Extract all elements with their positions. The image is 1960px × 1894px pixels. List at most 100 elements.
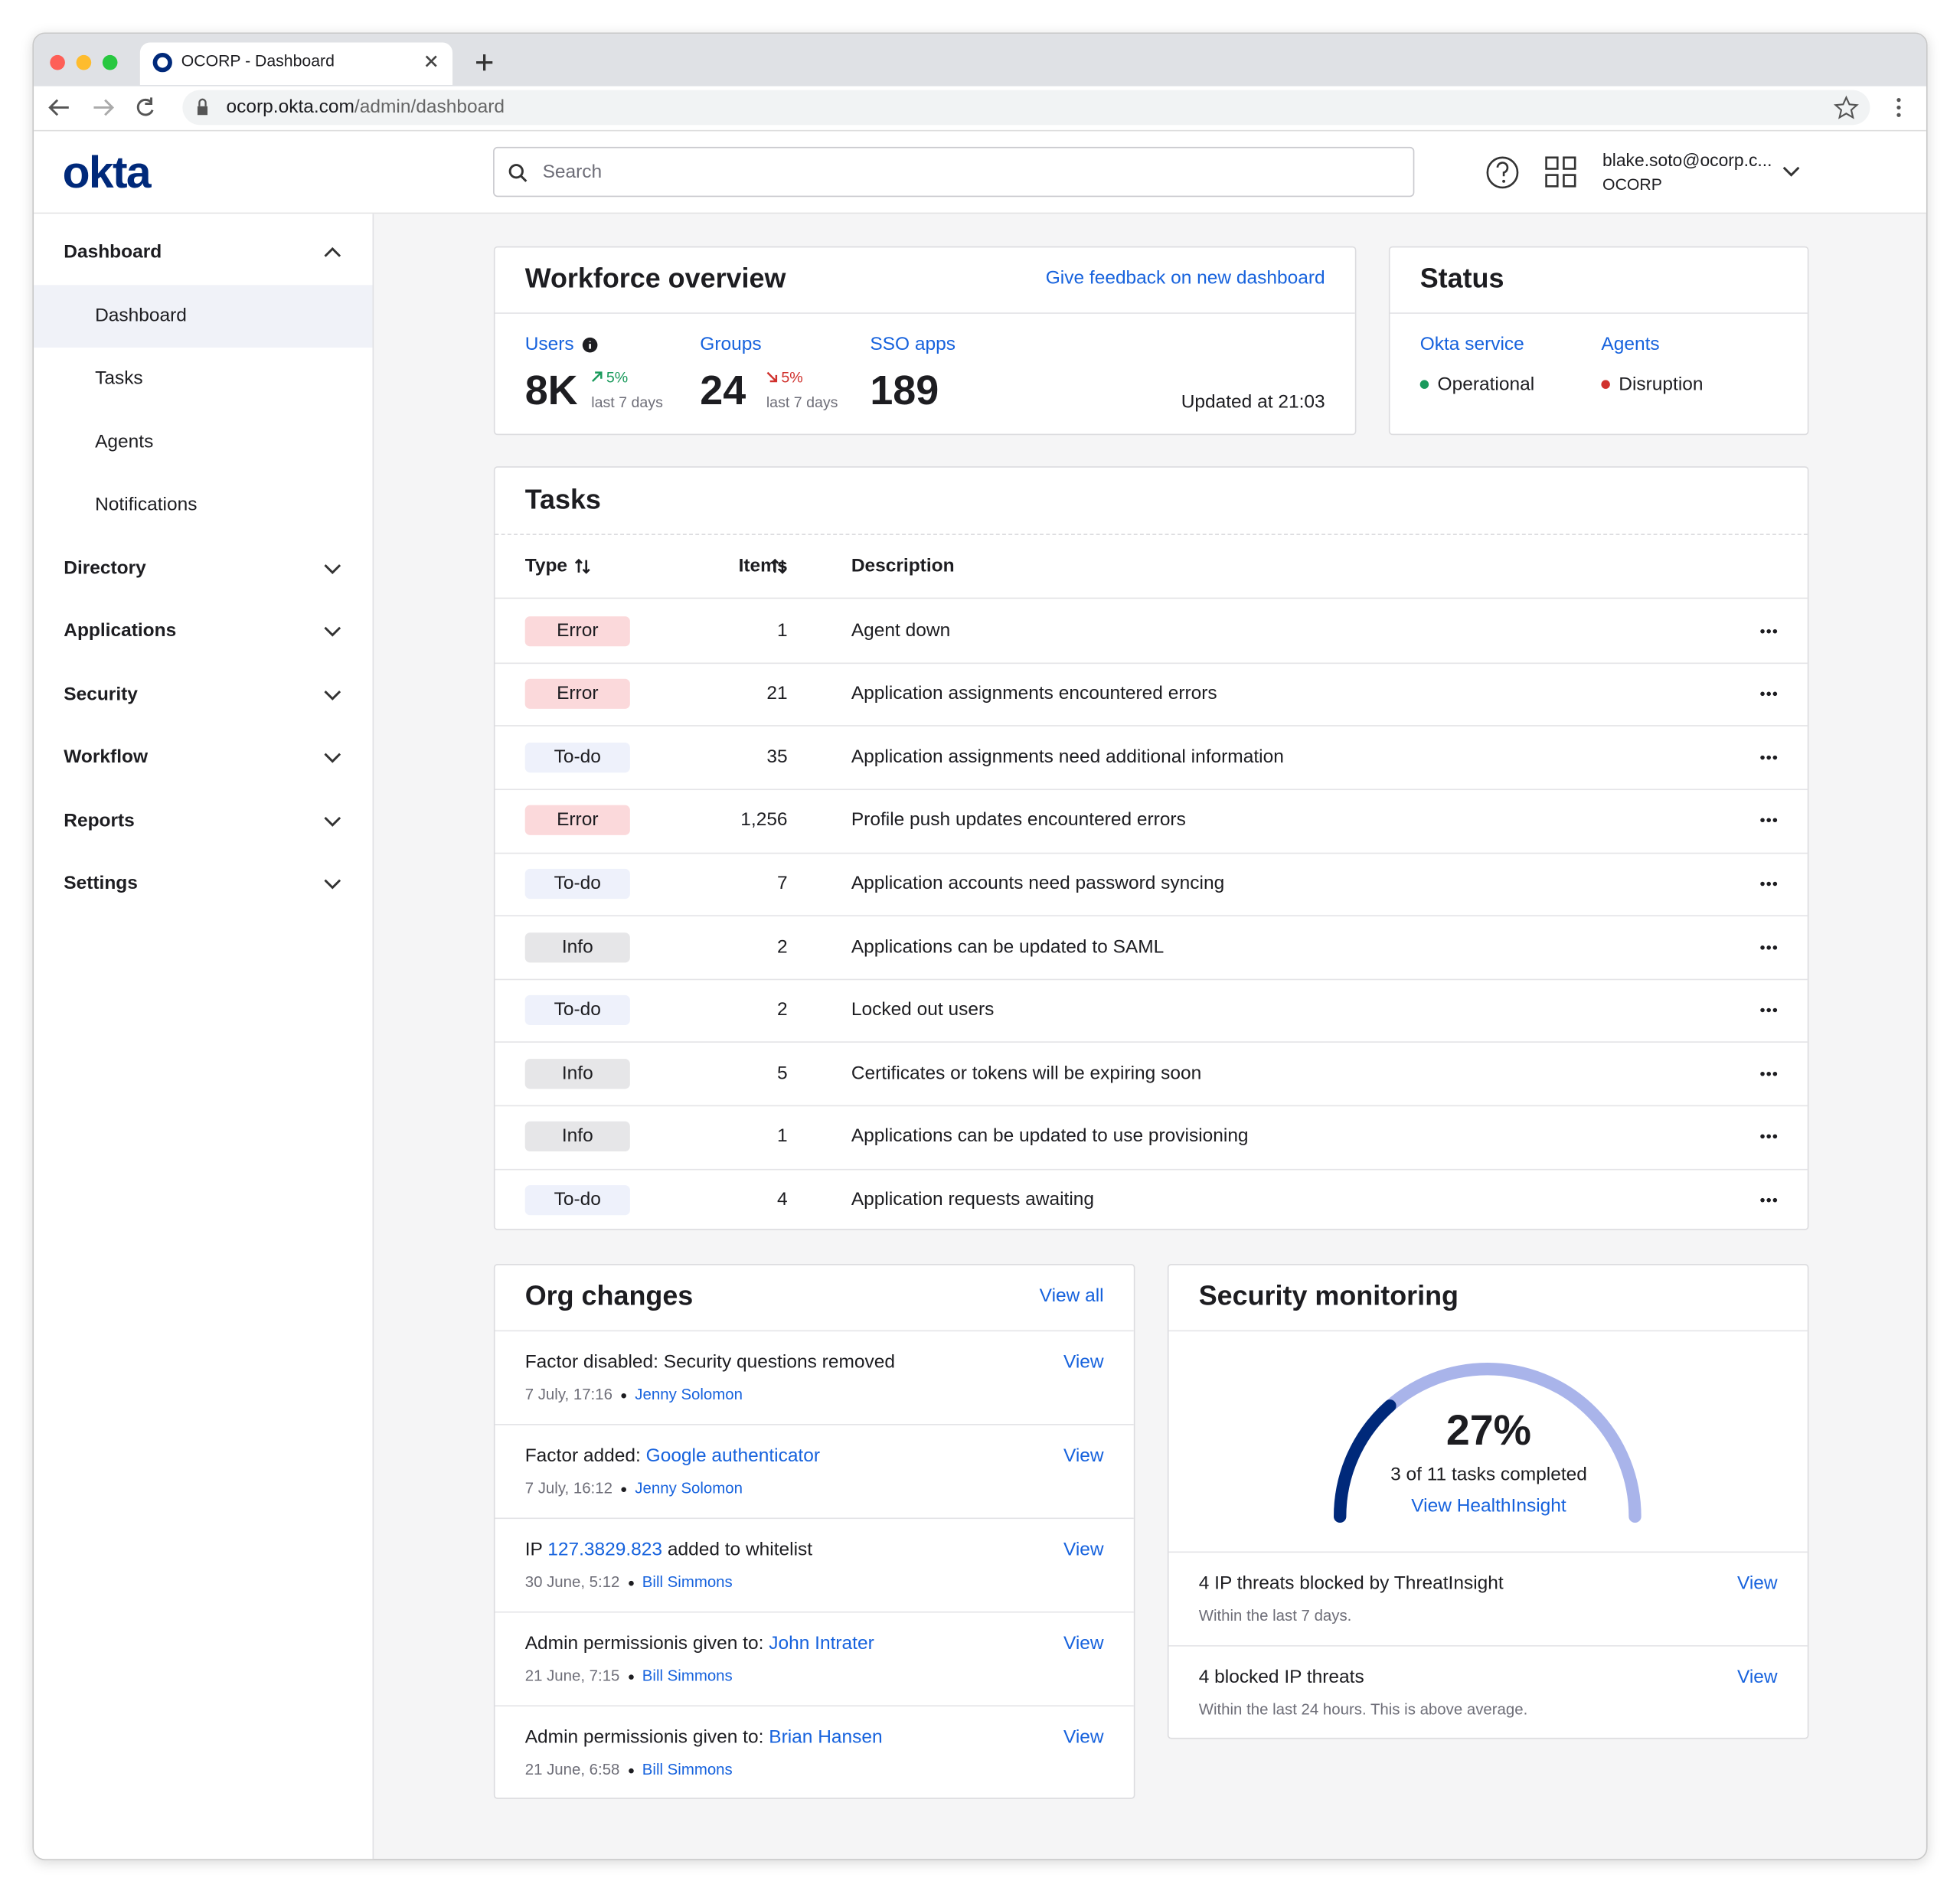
chevron xyxy=(324,690,341,700)
divider xyxy=(495,1611,1134,1613)
task-count: 21 xyxy=(766,682,788,704)
sidebar-section[interactable]: Workflow xyxy=(64,746,149,768)
metric-label[interactable]: Groups xyxy=(700,334,762,355)
view-all-link[interactable]: View all xyxy=(1039,1285,1104,1307)
row-menu[interactable] xyxy=(1760,755,1778,760)
change-meta: 21 June, 7:15 Bill Simmons xyxy=(525,1667,733,1686)
bookmark-star[interactable] xyxy=(1833,95,1859,119)
status-label[interactable]: Agents xyxy=(1601,334,1660,355)
help-icon[interactable] xyxy=(1486,156,1519,189)
card-title: Security monitoring xyxy=(1198,1279,1459,1311)
change-view-link[interactable]: View xyxy=(1063,1351,1104,1373)
row-menu[interactable] xyxy=(1760,629,1778,634)
user-email[interactable]: blake.soto@ocorp.c... xyxy=(1602,149,1772,171)
change-meta: 30 June, 5:12 Bill Simmons xyxy=(525,1573,733,1592)
apps-icon[interactable] xyxy=(1545,156,1576,188)
change-author[interactable]: Bill Simmons xyxy=(642,1667,733,1685)
url-field[interactable] xyxy=(182,90,1870,126)
divider xyxy=(1168,1645,1808,1647)
row-menu[interactable] xyxy=(1760,1197,1778,1203)
metric-label[interactable]: Users xyxy=(524,334,574,355)
user-menu-chevron[interactable] xyxy=(1782,166,1800,177)
search-box[interactable] xyxy=(493,146,1415,198)
sidebar-link[interactable]: Tasks xyxy=(95,367,143,389)
divider xyxy=(1168,1330,1808,1332)
change-view-link[interactable]: View xyxy=(1063,1539,1104,1560)
column-header[interactable]: Items xyxy=(738,555,788,576)
search-placeholder: Search xyxy=(542,161,603,183)
help-dot xyxy=(1502,179,1506,183)
change-author[interactable]: Jenny Solomon xyxy=(635,1386,743,1404)
change-author[interactable]: Bill Simmons xyxy=(642,1761,733,1778)
minimize-dot[interactable] xyxy=(76,54,92,70)
change-view-link[interactable]: View xyxy=(1063,1726,1104,1748)
gauge xyxy=(1334,1363,1642,1523)
status-label[interactable]: Okta service xyxy=(1419,334,1524,355)
sidebar-link[interactable]: Agents xyxy=(95,430,154,452)
divider xyxy=(495,1423,1134,1425)
row-menu[interactable] xyxy=(1760,881,1778,887)
threat-view-link[interactable]: View xyxy=(1736,1572,1778,1595)
metric-label[interactable]: SSO apps xyxy=(870,334,956,355)
chevron xyxy=(324,879,341,890)
zoom-dot[interactable] xyxy=(102,54,118,70)
row-menu[interactable] xyxy=(1760,1071,1778,1076)
type-badge: To-do xyxy=(524,995,630,1026)
row-menu[interactable] xyxy=(1760,1135,1778,1140)
change-link[interactable]: Google authenticator xyxy=(645,1445,821,1467)
sidebar-section[interactable]: Directory xyxy=(64,557,146,579)
type-badge: Info xyxy=(524,1122,630,1152)
logo[interactable]: okta xyxy=(62,146,152,198)
row-menu[interactable] xyxy=(1760,818,1778,823)
threat-title: 4 IP threats blocked by ThreatInsight xyxy=(1198,1572,1504,1595)
change-view-link[interactable]: View xyxy=(1063,1632,1104,1654)
row-menu[interactable] xyxy=(1760,1007,1778,1013)
metric-period: last 7 days xyxy=(591,393,663,411)
change-link[interactable]: John Intrater xyxy=(769,1632,874,1654)
change-view-link[interactable]: View xyxy=(1063,1445,1104,1467)
chevron-path xyxy=(324,563,341,574)
sidebar-section[interactable]: Applications xyxy=(64,619,177,642)
reload-button[interactable] xyxy=(136,97,154,116)
chevron xyxy=(324,816,341,827)
sidebar-section[interactable]: Dashboard xyxy=(64,241,162,263)
type-badge: Error xyxy=(524,805,630,836)
sidebar-section[interactable]: Reports xyxy=(64,809,135,831)
feedback-link[interactable]: Give feedback on new dashboard xyxy=(1045,267,1325,289)
threat-view-link[interactable]: View xyxy=(1736,1666,1778,1688)
separator-dot xyxy=(621,1486,626,1492)
change-link[interactable]: Brian Hansen xyxy=(769,1726,883,1748)
new-tab[interactable] xyxy=(476,54,493,71)
sidebar-section[interactable]: Security xyxy=(64,683,138,705)
active-tab[interactable] xyxy=(139,42,453,86)
change-link[interactable]: 127.3829.823 xyxy=(547,1539,663,1560)
row-menu[interactable] xyxy=(1760,945,1778,950)
sidebar-section[interactable]: Settings xyxy=(64,872,138,894)
menu-dot xyxy=(1766,1135,1771,1139)
search-icon-handle xyxy=(520,175,528,182)
browser-menu[interactable] xyxy=(1896,98,1901,117)
change-author[interactable]: Bill Simmons xyxy=(642,1573,733,1591)
row-menu[interactable] xyxy=(1760,691,1778,697)
menu-dot xyxy=(1766,1071,1771,1076)
chevron xyxy=(324,247,341,257)
trend-arrow-path xyxy=(766,371,778,383)
change-author[interactable]: Jenny Solomon xyxy=(635,1479,743,1497)
task-count: 7 xyxy=(776,872,788,894)
task-description: Certificates or tokens will be expiring … xyxy=(851,1062,1202,1084)
change-text: Factor added: xyxy=(524,1445,646,1467)
tab-close[interactable] xyxy=(425,55,437,67)
sidebar-link[interactable]: Dashboard xyxy=(95,304,187,326)
column-header[interactable]: Type xyxy=(524,555,568,576)
divider xyxy=(1168,1551,1808,1553)
menu-dot xyxy=(1760,1071,1765,1076)
forward-button[interactable] xyxy=(93,99,115,116)
close-dot[interactable] xyxy=(50,54,65,70)
sidebar-link[interactable]: Notifications xyxy=(95,494,198,515)
healthinsight-link[interactable]: View HealthInsight xyxy=(1411,1495,1566,1517)
url: ocorp.okta.com/admin/dashboard xyxy=(227,96,505,119)
divider xyxy=(1390,312,1808,314)
back-button[interactable] xyxy=(48,99,69,116)
